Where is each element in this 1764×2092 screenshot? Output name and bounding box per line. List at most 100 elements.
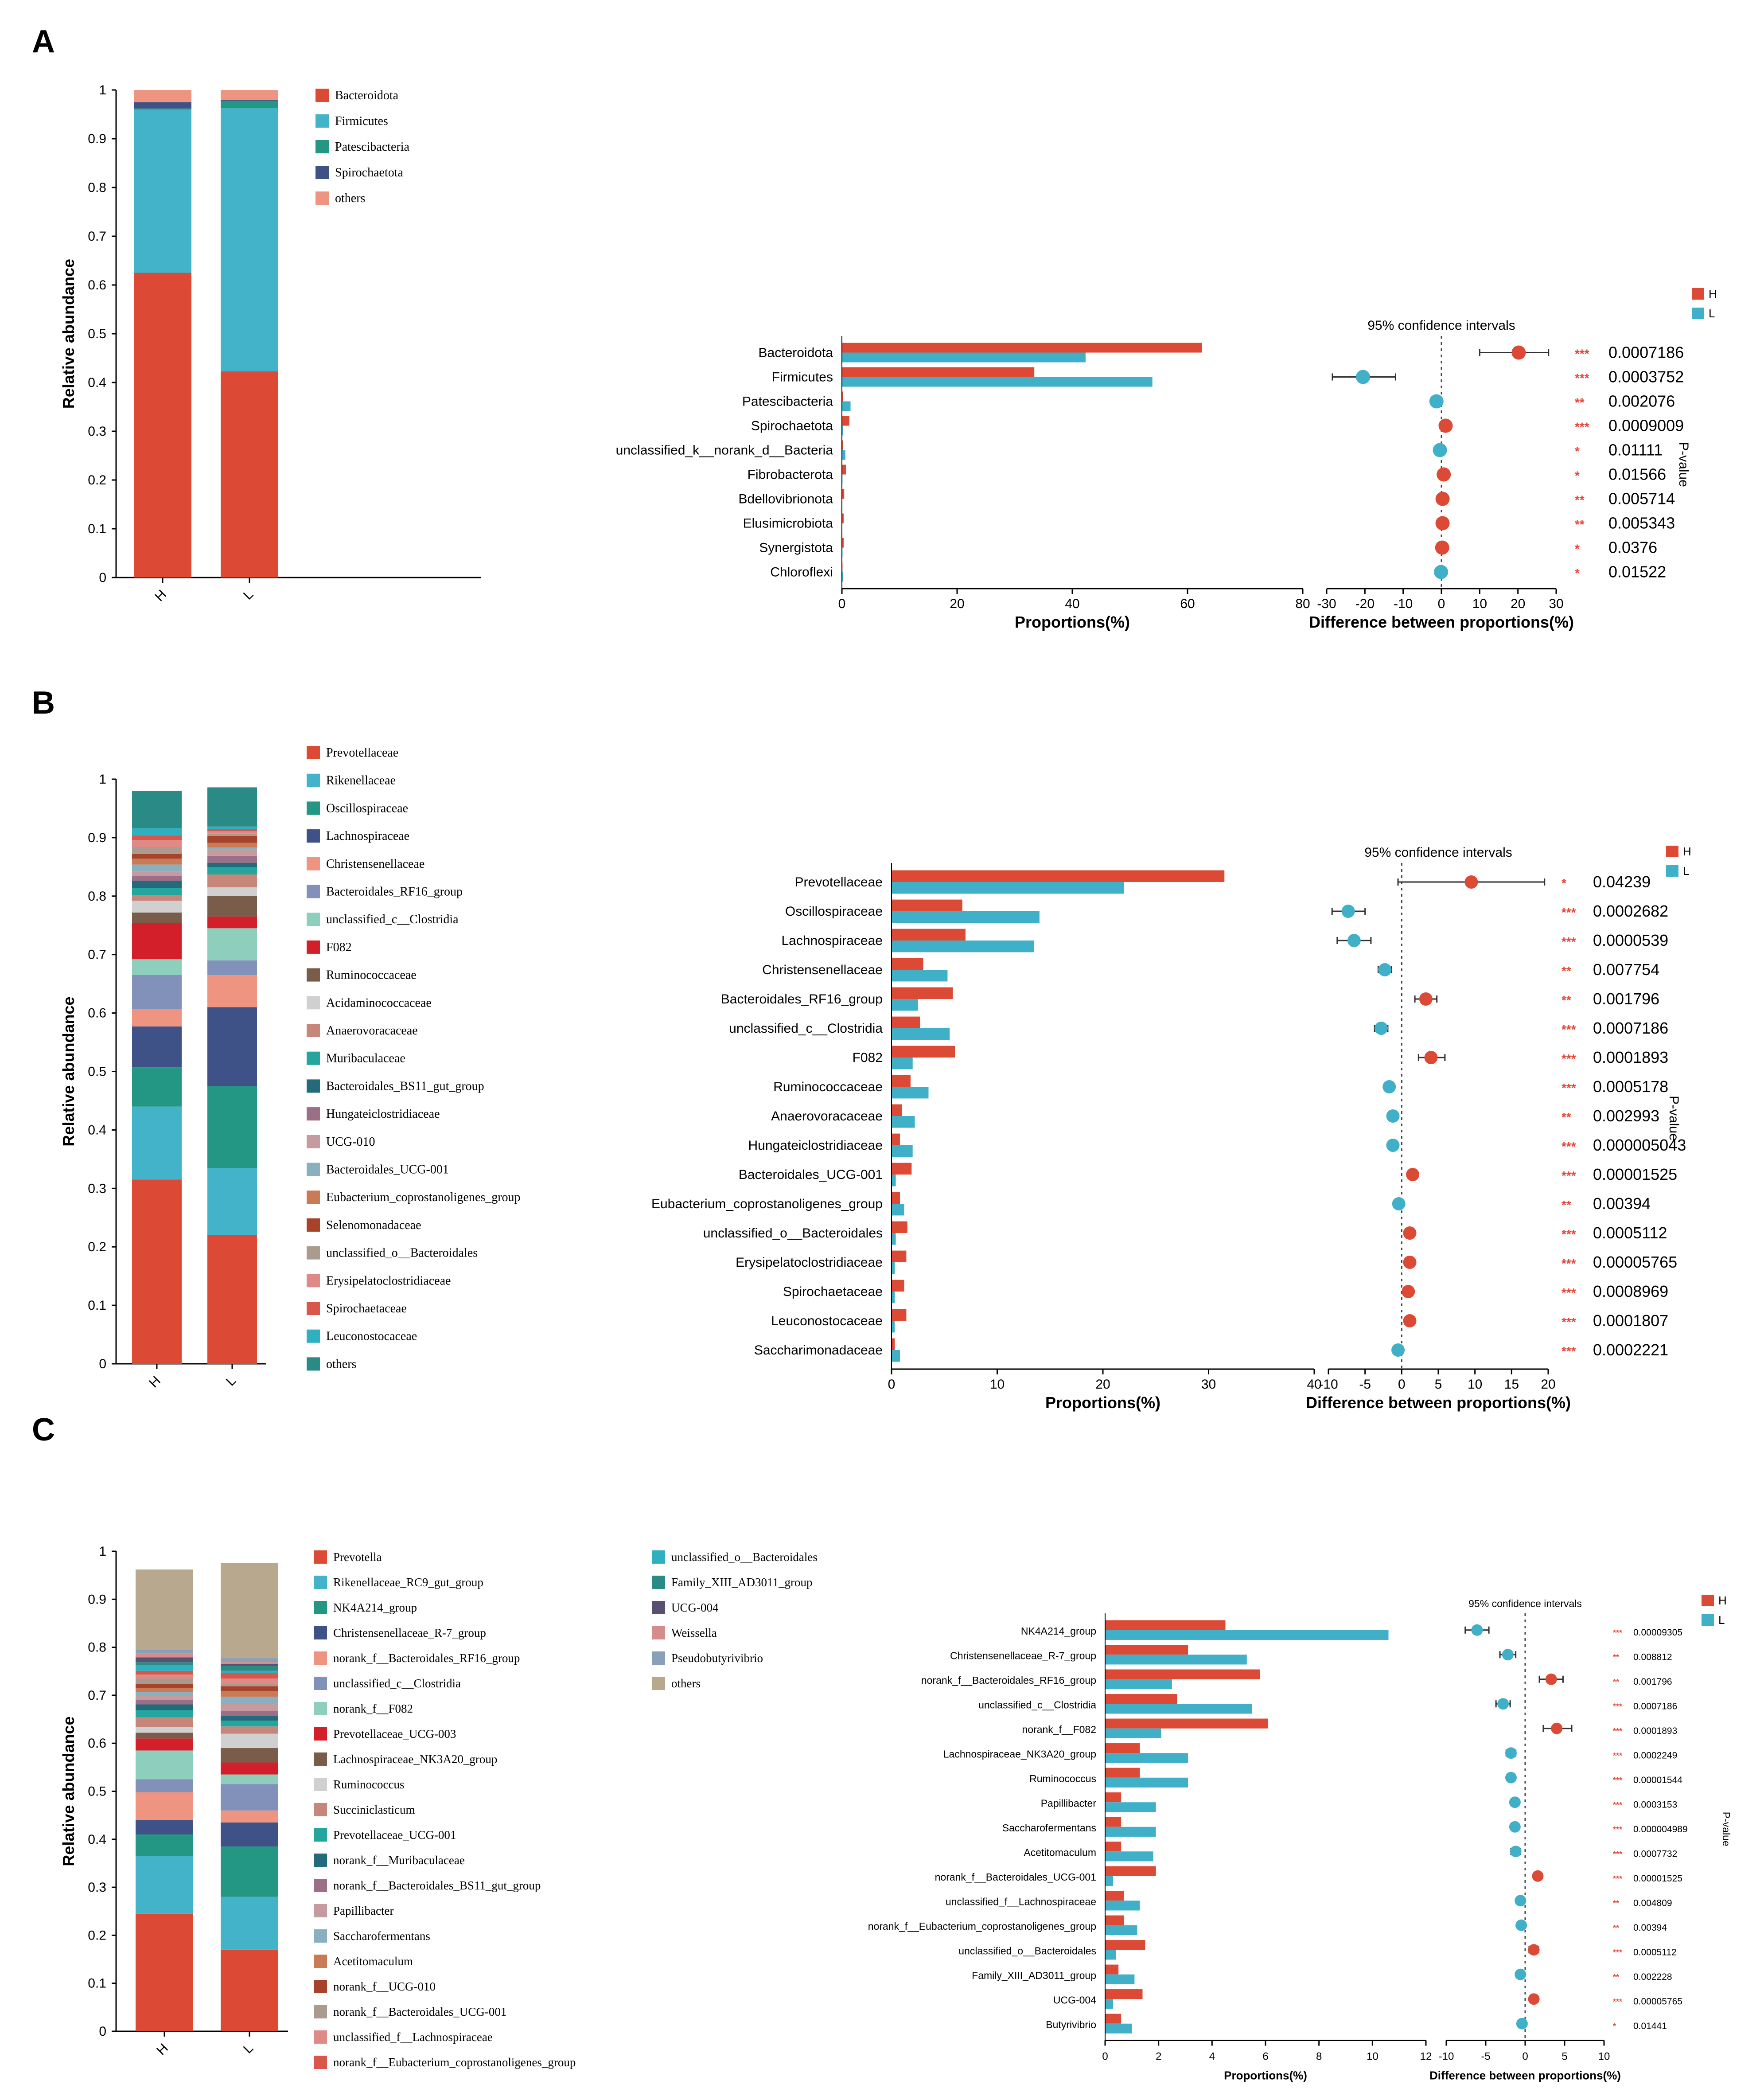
bar-L bbox=[1105, 1901, 1140, 1911]
diff-point bbox=[1433, 443, 1447, 457]
row-label: Family_XIII_AD3011_group bbox=[972, 1970, 1096, 1981]
bar-L bbox=[1105, 1753, 1188, 1763]
prop-tick-label: 60 bbox=[1180, 597, 1195, 611]
legend-swatch bbox=[652, 1626, 665, 1639]
stacked-segment-L-20 bbox=[207, 829, 257, 831]
y-tick-label: 0.1 bbox=[88, 1976, 106, 1991]
stacked-segment-L-0 bbox=[221, 371, 278, 578]
bar-L bbox=[892, 970, 948, 982]
legend-swatch bbox=[307, 940, 320, 954]
bar-L bbox=[1105, 1974, 1135, 1984]
significance-stars: *** bbox=[1613, 1628, 1622, 1637]
bar-H bbox=[892, 987, 953, 999]
bar-H bbox=[842, 513, 844, 523]
diff-point bbox=[1434, 565, 1449, 579]
diff-tick-label: 5 bbox=[1435, 1377, 1442, 1392]
legend-swatch bbox=[314, 1854, 327, 1867]
stacked-segment-L-15 bbox=[221, 1697, 278, 1704]
row-label: Papillibacter bbox=[1041, 1797, 1097, 1809]
stacked-segment-H-9 bbox=[132, 901, 182, 913]
y-tick-label: 0.2 bbox=[88, 1928, 106, 1943]
bar-L bbox=[892, 1204, 904, 1216]
stacked-segment-H-26 bbox=[136, 1569, 193, 1650]
prop-tick-label: 40 bbox=[1307, 1377, 1321, 1392]
bar-H bbox=[1105, 1768, 1140, 1778]
stacked-segment-H-12 bbox=[132, 881, 182, 888]
stacked-segment-H-15 bbox=[132, 864, 182, 872]
p-value: 0.002076 bbox=[1608, 392, 1675, 410]
stacked-segment-L-17 bbox=[207, 835, 257, 843]
legend-label: Erysipelatoclostridiaceae bbox=[326, 1274, 451, 1288]
diff-point bbox=[1505, 1772, 1517, 1784]
bar-H bbox=[1105, 1915, 1124, 1925]
significance-stars: ** bbox=[1562, 993, 1571, 1007]
significance-stars: ** bbox=[1613, 1899, 1619, 1908]
bar-L bbox=[1105, 2023, 1132, 2033]
diff-point bbox=[1424, 1051, 1438, 1064]
stacked-segment-H-10 bbox=[136, 1717, 193, 1727]
p-value: 0.0007186 bbox=[1633, 1701, 1677, 1711]
stacked-segment-L-24 bbox=[221, 1662, 278, 1664]
prop-tick-label: 10 bbox=[990, 1377, 1005, 1392]
legend-label: others bbox=[671, 1677, 701, 1690]
legend-label: norank_f__UCG-010 bbox=[333, 1980, 436, 1993]
row-label: Lachnospiraceae_NK3A20_group bbox=[943, 1748, 1096, 1760]
diff-point bbox=[1511, 345, 1526, 360]
legend-label: Leuconostocaceae bbox=[326, 1330, 417, 1343]
p-value: 0.0008969 bbox=[1593, 1282, 1668, 1300]
stacked-segment-H-4 bbox=[132, 1009, 182, 1026]
legend-swatch bbox=[307, 1329, 320, 1343]
stacked-segment-L-16 bbox=[221, 1691, 278, 1697]
stacked-segment-H-14 bbox=[136, 1695, 193, 1700]
legend-swatch bbox=[314, 1904, 327, 1917]
stacked-segment-L-22 bbox=[207, 787, 257, 827]
prop-axis-title: Proportions(%) bbox=[1224, 2069, 1307, 2082]
bar-L bbox=[892, 911, 1040, 923]
diff-point bbox=[1378, 963, 1392, 976]
stacked-segment-L-1 bbox=[221, 108, 278, 371]
bar-H bbox=[1105, 1792, 1121, 1803]
bar-H bbox=[892, 1016, 920, 1028]
bar-L bbox=[892, 882, 1124, 894]
y-axis-title: Relative abundance bbox=[59, 259, 78, 409]
panel-label-b: B bbox=[32, 685, 55, 721]
legend-swatch bbox=[307, 1274, 320, 1288]
row-label: Bdellovibrionota bbox=[739, 492, 833, 507]
p-value: 0.0001807 bbox=[1593, 1311, 1668, 1330]
diff-point bbox=[1356, 370, 1371, 384]
y-tick-label: 0.6 bbox=[88, 1736, 106, 1751]
significance-stars: *** bbox=[1562, 905, 1576, 919]
p-value: 0.00394 bbox=[1593, 1194, 1651, 1213]
stacked-segment-L-21 bbox=[207, 826, 257, 829]
diff-point bbox=[1435, 516, 1450, 531]
prop-tick-label: 4 bbox=[1209, 2051, 1215, 2063]
stacked-segment-L-4 bbox=[221, 1810, 278, 1823]
bar-L bbox=[892, 1321, 895, 1333]
p-value: 0.0005112 bbox=[1593, 1224, 1667, 1242]
diff-point bbox=[1505, 1747, 1517, 1759]
bar-H bbox=[1105, 1743, 1140, 1753]
legend-swatch bbox=[307, 1190, 320, 1204]
legend-label: Christensenellaceae_R-7_group bbox=[333, 1626, 486, 1639]
diff-tick-label: 15 bbox=[1504, 1377, 1519, 1392]
legend-label: Ruminococcaceae bbox=[326, 968, 417, 982]
bar-H bbox=[892, 1163, 912, 1175]
legend-swatch bbox=[307, 913, 320, 926]
prop-tick-label: 30 bbox=[1201, 1377, 1216, 1392]
y-axis-title: Relative abundance bbox=[59, 1716, 78, 1866]
significance-stars: *** bbox=[1562, 1344, 1576, 1358]
legend-label: Selenomonadaceae bbox=[326, 1218, 421, 1232]
stacked-segment-H-8 bbox=[136, 1733, 193, 1739]
stacked-segment-H-21 bbox=[136, 1665, 193, 1671]
p-value: 0.00005765 bbox=[1593, 1253, 1677, 1271]
bar-H bbox=[842, 343, 1202, 353]
legend-swatch bbox=[315, 166, 329, 179]
bar-L bbox=[892, 1175, 896, 1187]
diff-point bbox=[1464, 875, 1478, 889]
legend-swatch bbox=[307, 1135, 320, 1148]
stacked-segment-H-6 bbox=[136, 1750, 193, 1780]
significance-stars: ** bbox=[1575, 493, 1585, 507]
diff-tick-label: -30 bbox=[1317, 597, 1336, 611]
bar-H bbox=[1105, 1817, 1121, 1827]
panel-label-c: C bbox=[32, 1412, 55, 1448]
